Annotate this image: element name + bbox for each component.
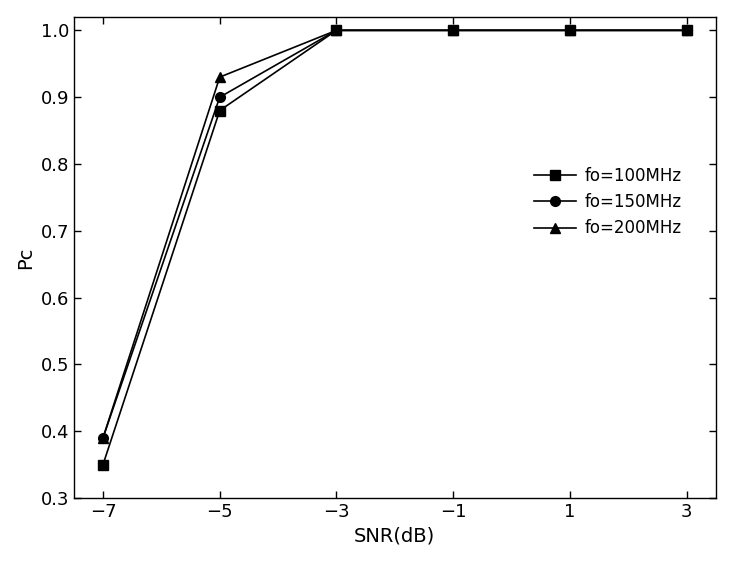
Line: fo=200MHz: fo=200MHz — [98, 25, 692, 443]
Line: fo=100MHz: fo=100MHz — [98, 25, 692, 470]
fo=150MHz — [449, 27, 458, 34]
fo=200MHz — [215, 74, 224, 80]
fo=200MHz — [565, 27, 574, 34]
fo=100MHz — [332, 27, 341, 34]
Line: fo=150MHz: fo=150MHz — [98, 25, 692, 443]
fo=150MHz — [99, 435, 108, 441]
fo=100MHz — [449, 27, 458, 34]
Legend: fo=100MHz, fo=150MHz, fo=200MHz: fo=100MHz, fo=150MHz, fo=200MHz — [528, 160, 689, 244]
fo=100MHz — [565, 27, 574, 34]
fo=150MHz — [332, 27, 341, 34]
fo=200MHz — [99, 435, 108, 441]
fo=200MHz — [332, 27, 341, 34]
X-axis label: SNR(dB): SNR(dB) — [354, 526, 435, 546]
Y-axis label: Pc: Pc — [16, 246, 35, 269]
fo=100MHz — [99, 461, 108, 468]
fo=150MHz — [215, 94, 224, 101]
fo=150MHz — [565, 27, 574, 34]
fo=150MHz — [682, 27, 691, 34]
fo=100MHz — [682, 27, 691, 34]
fo=100MHz — [215, 107, 224, 114]
fo=200MHz — [682, 27, 691, 34]
fo=200MHz — [449, 27, 458, 34]
